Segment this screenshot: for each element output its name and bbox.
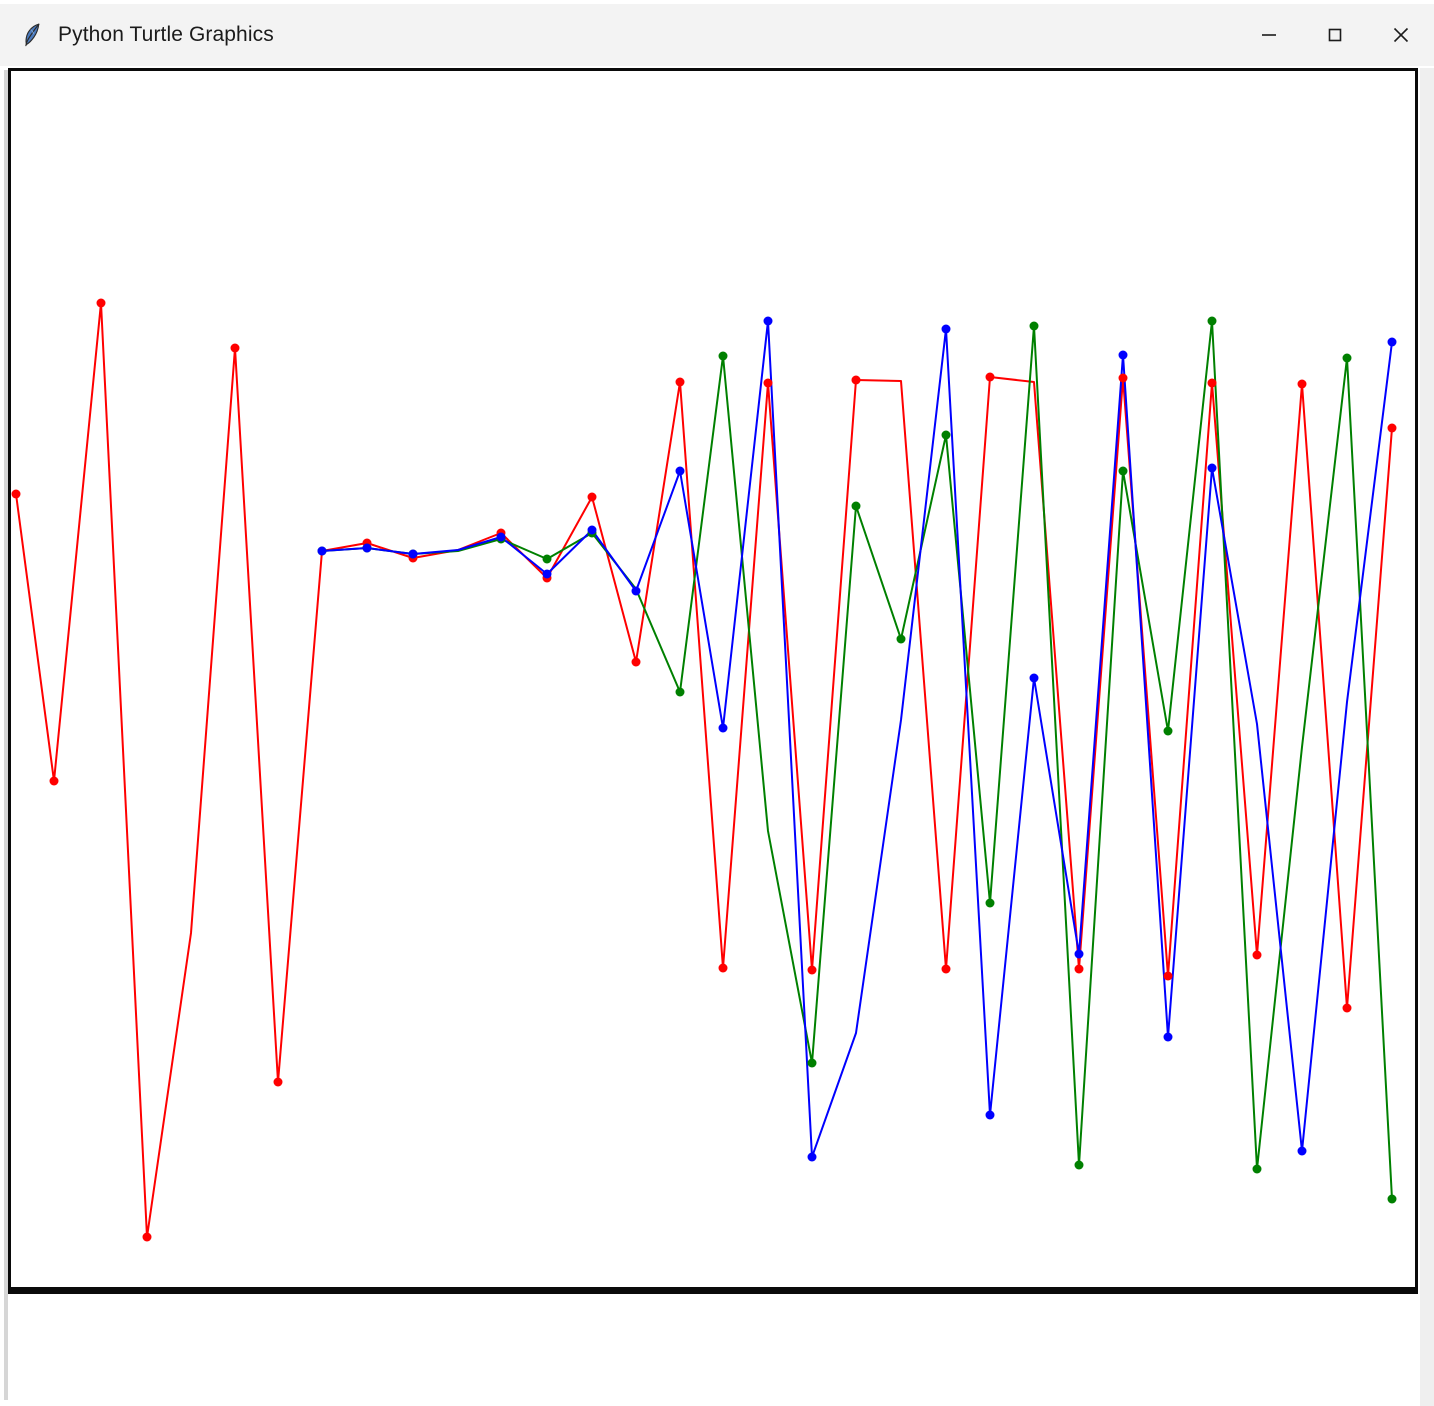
data-point-marker [230,343,240,353]
data-point-marker [1118,466,1128,476]
data-point-marker [1029,321,1039,331]
data-point-marker [1118,350,1128,360]
data-point-marker [675,466,685,476]
lower-pane [8,1290,1418,1406]
data-point-marker [718,351,728,361]
data-point-marker [1252,950,1262,960]
data-point-marker [1118,373,1128,383]
data-point-marker [1207,378,1217,388]
data-point-marker [1163,971,1173,981]
data-point-marker [273,1077,283,1087]
titlebar-left: Python Turtle Graphics [0,23,1236,47]
data-point-marker [1207,463,1217,473]
data-point-marker [1163,726,1173,736]
window-title: Python Turtle Graphics [58,23,274,46]
data-point-marker [11,489,21,499]
data-point-marker [941,964,951,974]
data-point-marker [362,543,372,553]
series-line-blue [322,321,1392,1157]
data-point-marker [1387,423,1397,433]
data-point-marker [1342,353,1352,363]
data-point-marker [496,532,506,542]
data-point-marker [851,501,861,511]
data-point-marker [631,586,641,596]
window-controls [1236,4,1434,66]
data-point-marker [408,549,418,559]
data-point-marker [1297,379,1307,389]
data-point-marker [142,1232,152,1242]
data-point-marker [896,634,906,644]
series-line-red [16,303,1392,1237]
data-point-marker [96,298,106,308]
close-icon [1390,24,1412,46]
data-point-marker [763,316,773,326]
data-point-marker [542,554,552,564]
minimize-icon [1258,24,1280,46]
maximize-icon [1324,24,1346,46]
data-point-marker [542,569,552,579]
data-point-marker [851,375,861,385]
data-point-marker [1163,1032,1173,1042]
data-point-marker [587,525,597,535]
data-point-marker [1342,1003,1352,1013]
data-point-marker [985,1110,995,1120]
window-left-edge [4,70,8,1400]
data-point-marker [807,965,817,975]
data-point-marker [807,1058,817,1068]
maximize-button[interactable] [1302,4,1368,66]
window-right-edge [1420,68,1434,1406]
data-point-marker [807,1152,817,1162]
data-point-marker [587,492,597,502]
minimize-button[interactable] [1236,4,1302,66]
turtle-plot [11,298,1397,1242]
series-line-green [322,321,1392,1199]
data-point-marker [718,963,728,973]
data-point-marker [1297,1146,1307,1156]
data-point-marker [1207,316,1217,326]
data-point-marker [1074,949,1084,959]
data-point-marker [675,377,685,387]
python-feather-icon [20,23,42,47]
data-point-marker [1074,964,1084,974]
data-point-marker [317,546,327,556]
data-point-marker [985,372,995,382]
data-point-marker [675,687,685,697]
close-button[interactable] [1368,4,1434,66]
turtle-canvas[interactable] [8,68,1418,1290]
data-point-marker [763,378,773,388]
data-point-marker [1387,337,1397,347]
data-point-marker [718,723,728,733]
data-point-marker [941,324,951,334]
data-point-marker [1074,1160,1084,1170]
data-point-marker [1387,1194,1397,1204]
data-point-marker [49,776,59,786]
data-point-marker [631,657,641,667]
data-point-marker [941,430,951,440]
titlebar[interactable]: Python Turtle Graphics [0,0,1434,66]
data-point-marker [985,898,995,908]
data-point-marker [1252,1164,1262,1174]
data-point-marker [1029,673,1039,683]
